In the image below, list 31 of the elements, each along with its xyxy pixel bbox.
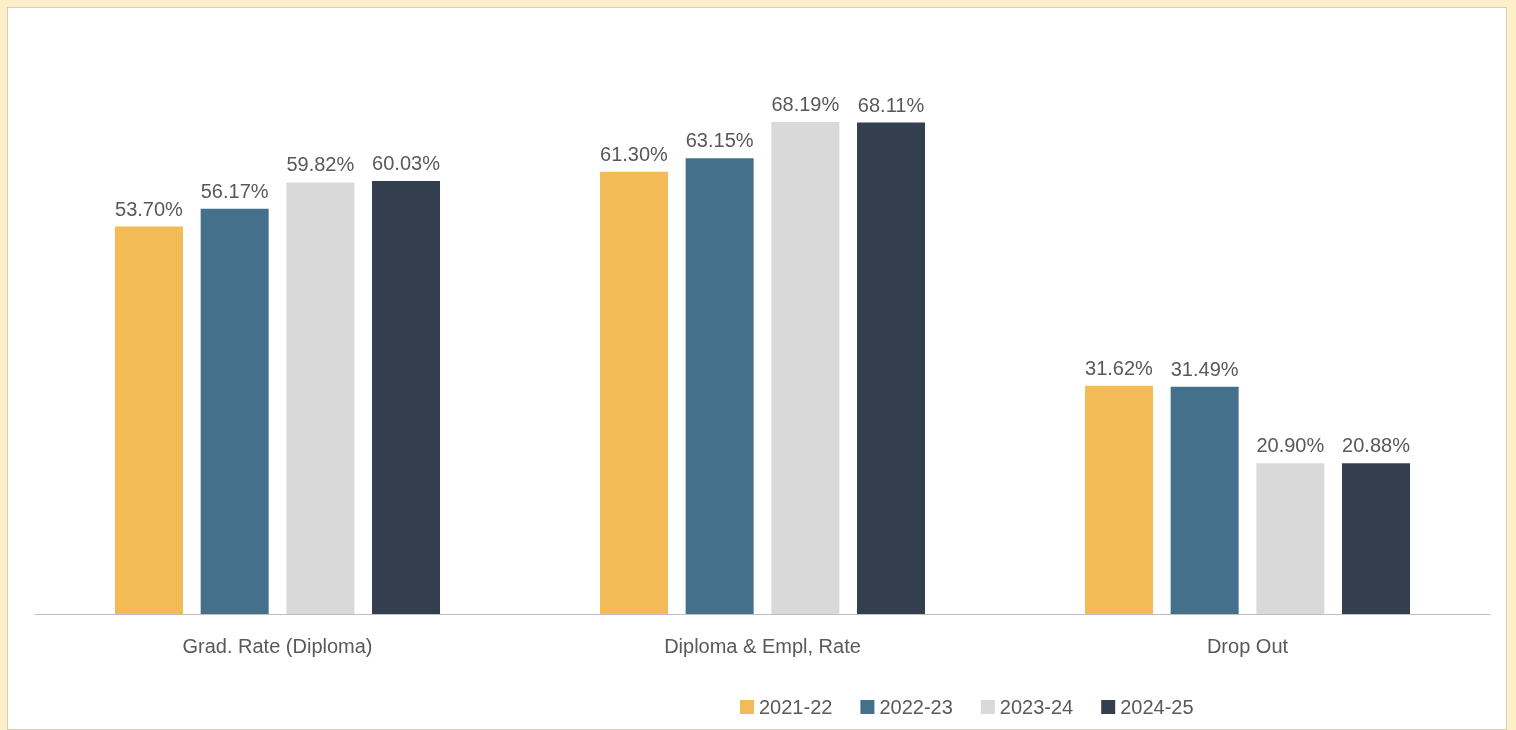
bar bbox=[1342, 463, 1411, 614]
data-label: 56.17% bbox=[200, 179, 269, 202]
x-tick-label: Grad. Rate (Diploma) bbox=[182, 635, 373, 657]
bar bbox=[114, 226, 183, 614]
data-label: 20.88% bbox=[1342, 434, 1411, 457]
data-label: 68.11% bbox=[857, 93, 925, 116]
bar bbox=[286, 182, 355, 614]
bar bbox=[1084, 385, 1153, 614]
data-label: 68.19% bbox=[771, 93, 840, 115]
data-label: 60.03% bbox=[372, 151, 441, 174]
bar bbox=[685, 158, 754, 614]
data-label: 61.30% bbox=[600, 142, 669, 165]
bar bbox=[372, 180, 441, 614]
bar bbox=[599, 171, 668, 614]
data-label: 20.90% bbox=[1256, 434, 1325, 457]
data-label: 59.82% bbox=[286, 153, 355, 176]
legend-label: 2023-24 bbox=[999, 696, 1074, 718]
bar bbox=[200, 208, 269, 614]
data-label: 63.15% bbox=[685, 129, 754, 152]
bar bbox=[771, 122, 840, 614]
bar bbox=[1170, 386, 1239, 614]
data-label: 53.70% bbox=[115, 197, 184, 220]
bar bbox=[1256, 463, 1325, 614]
data-label: 31.62% bbox=[1085, 356, 1154, 379]
data-label: 31.49% bbox=[1170, 357, 1239, 380]
legend-label: 2021-22 bbox=[759, 696, 833, 718]
x-tick-label: Drop Out bbox=[1206, 635, 1289, 657]
x-tick-label: Diploma & Empl, Rate bbox=[664, 635, 861, 657]
bar bbox=[857, 122, 926, 614]
legend-label: 2024-25 bbox=[1120, 696, 1194, 718]
legend-label: 2022-23 bbox=[879, 696, 953, 718]
